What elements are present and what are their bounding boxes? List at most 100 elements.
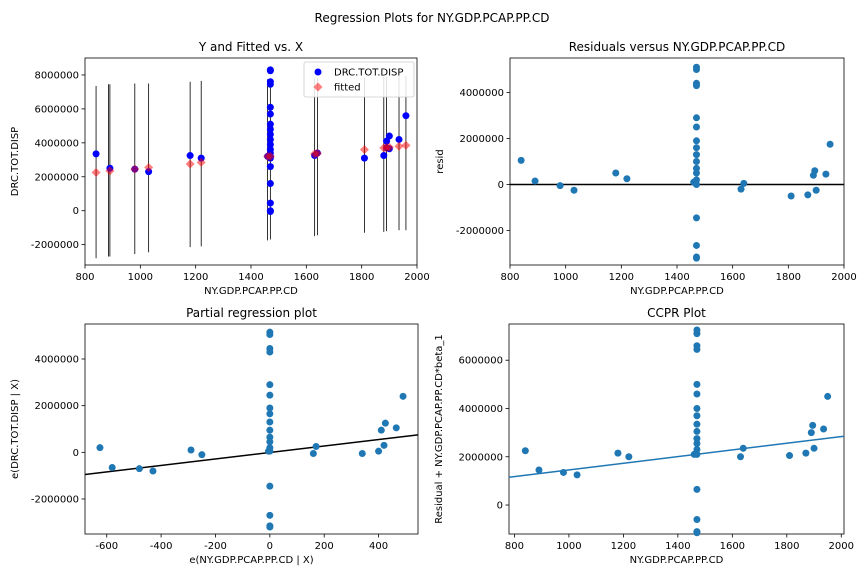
data-point [535,466,543,474]
data-point [692,66,700,73]
data-point [612,169,620,177]
fitted-point [91,168,101,178]
x-tick-label: -600 [95,541,118,552]
data-point [309,450,317,457]
legend-label: fitted [334,83,361,94]
y-axis-label: Residual + NY.GDP.PCAP.PP.CD*beta_1 [434,334,445,524]
fitted-point [144,162,154,172]
x-tick-label: 1200 [183,272,208,283]
data-point [693,516,701,524]
data-point [692,82,700,90]
legend: DRC.TOT.DISP fitted [303,61,415,98]
data-point [693,345,701,353]
data-point [375,447,383,455]
data-point [266,208,274,216]
data-point [266,103,274,111]
data-point [692,114,700,122]
data-point [266,404,274,412]
fitted-point [185,159,195,169]
data-point [737,453,745,461]
data-point [135,465,143,473]
y-tick-label: 2000000 [34,401,79,412]
data-point [266,511,274,519]
data-point [809,421,817,429]
data-point [693,450,701,458]
fitted-point [359,145,369,155]
x-tick-label: 1000 [556,541,581,552]
data-point [693,412,701,420]
y-tick-label: 2000000 [458,452,503,463]
data-point [380,152,388,160]
data-point [820,425,828,433]
x-axis-label: e(NY.GDP.PCAP.PP.CD | X) [189,555,313,566]
data-point [266,130,274,138]
panel-residuals-vs-x: Residuals versus NY.GDP.PCAP.PP.CD 800 100… [435,40,857,297]
chart-title: Partial regression plot [186,306,317,320]
data-point [266,125,274,133]
data-point [187,446,195,454]
data-point [358,450,366,457]
x-tick-label: -400 [150,541,173,552]
x-tick-label: 1800 [776,272,801,283]
data-point [693,404,701,412]
data-point [266,426,274,434]
data-point [96,444,104,452]
data-point [186,152,194,160]
y-tick-label: 0 [73,206,79,217]
x-tick-label: 2000 [829,541,854,552]
y-tick-label: 0 [73,448,79,459]
y-tick-label: 4000000 [459,88,504,99]
fitted-point [196,157,206,167]
data-point [692,158,700,165]
data-point [570,186,578,194]
x-tick-label: 0 [267,541,273,552]
data-point [625,453,633,461]
data-point [692,254,700,262]
data-point [822,170,830,178]
x-tick-label: 1000 [128,272,153,283]
regression-fit-line [508,435,845,479]
plot-area [510,63,844,262]
data-point [266,110,274,118]
data-point [693,380,701,388]
x-tick-label: 1400 [665,541,690,552]
x-tick-label: 200 [315,541,334,552]
data-point [266,348,274,356]
y-axis-label: DRC.TOT.DISP [10,127,21,196]
x-tick-label: 1400 [664,272,689,283]
data-point [692,181,700,188]
data-point [692,241,700,249]
fitted-point [130,164,140,174]
legend-marker-data [314,68,322,76]
data-point [377,426,385,434]
data-point [692,151,700,159]
fitted-point [265,151,275,161]
x-tick-label: 1600 [720,541,745,552]
figure-suptitle: Regression Plots for NY.GDP.PCAP.PP.CD [315,11,550,25]
data-point [811,167,819,175]
x-tick-label: 400 [369,541,388,552]
x-tick-label: 800 [500,272,519,283]
data-point [573,471,581,479]
regression-fit-line [84,434,419,476]
x-tick-label: 1800 [774,541,799,552]
y-tick-label: 2000000 [459,134,504,145]
data-point [623,175,631,183]
fitted-point [384,142,394,152]
x-tick-label: 2000 [404,272,429,283]
data-point [693,446,701,454]
x-tick-label: 1200 [609,272,634,283]
y-tick-label: 6000000 [34,104,79,115]
data-point [108,464,116,471]
legend-marker-fitted [313,82,323,92]
y-tick-label: -2000000 [456,226,504,237]
data-point [804,191,812,199]
data-point [266,141,274,149]
fitted-point [394,141,404,151]
data-point [693,390,701,398]
axes-frame [509,57,845,266]
data-point [266,523,274,531]
data-point [266,438,274,446]
data-point [266,199,274,207]
x-tick-label: 1800 [349,272,374,283]
